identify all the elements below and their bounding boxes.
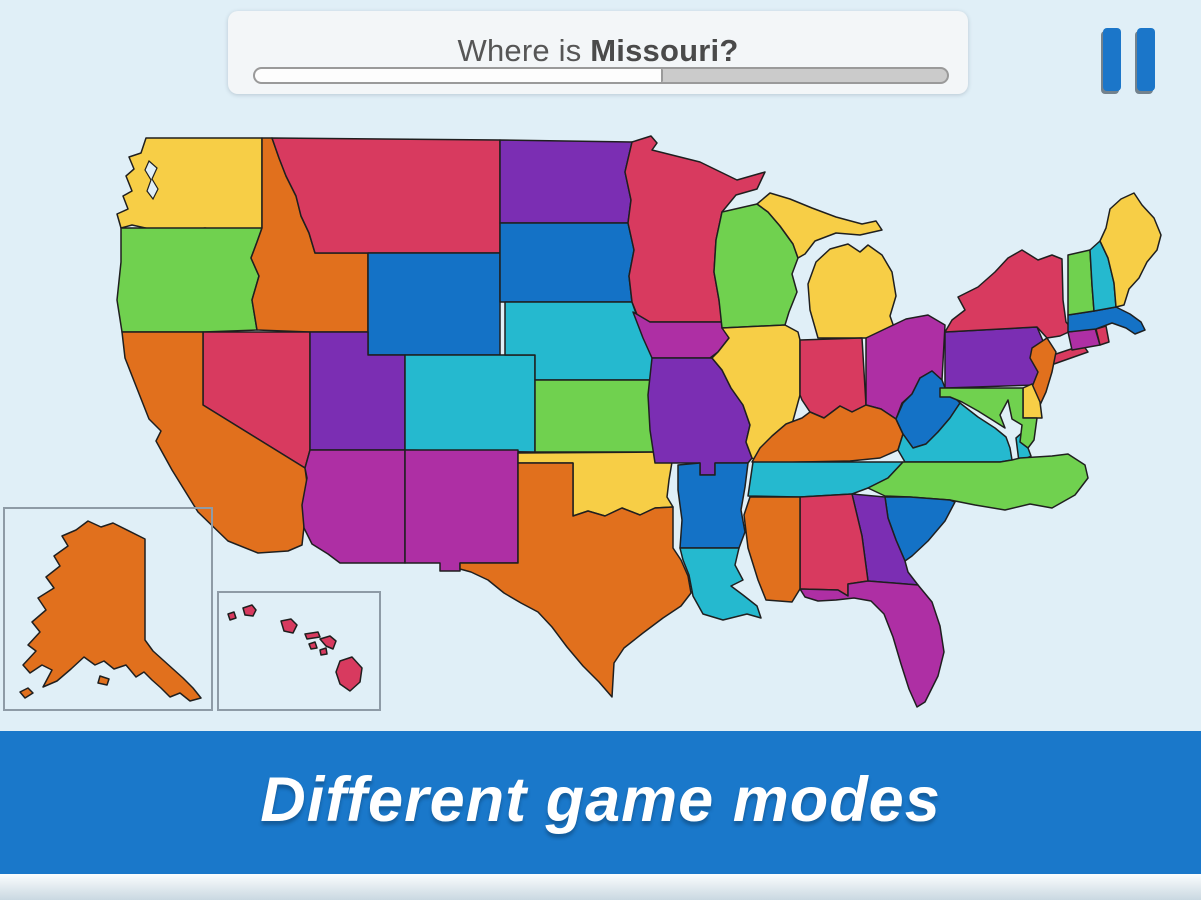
state-florida[interactable]	[799, 580, 945, 708]
question-card: Where is Missouri?	[228, 11, 968, 94]
state-mississippi[interactable]	[743, 496, 801, 603]
state-kentucky[interactable]	[751, 404, 904, 464]
state-maryland[interactable]	[939, 387, 1038, 449]
state-north-carolina[interactable]	[867, 453, 1089, 511]
state-hawaii-kahoolawe[interactable]	[319, 647, 328, 656]
footer-strip	[0, 874, 1201, 900]
state-hawaii-lanai[interactable]	[308, 641, 318, 650]
question-text: Where is Missouri?	[228, 33, 968, 69]
question-progress-fill	[255, 69, 664, 82]
puget-sound	[144, 160, 159, 201]
state-michigan[interactable]	[807, 243, 897, 339]
pause-button[interactable]	[1103, 28, 1155, 91]
question-prefix: Where is	[457, 33, 591, 68]
state-michigan-upper[interactable]	[756, 192, 883, 259]
state-new-mexico[interactable]	[404, 449, 519, 572]
state-hawaii-oahu[interactable]	[280, 618, 298, 634]
state-texas[interactable]	[459, 462, 692, 698]
state-arizona[interactable]	[301, 449, 406, 564]
state-north-dakota[interactable]	[499, 139, 633, 224]
state-wyoming[interactable]	[367, 252, 501, 356]
state-alaska[interactable]	[22, 520, 202, 702]
state-oregon[interactable]	[116, 227, 263, 333]
state-new-jersey[interactable]	[1029, 337, 1057, 406]
promo-banner-text: Different game modes	[260, 764, 941, 835]
state-washington[interactable]	[116, 137, 263, 234]
state-hawaii-niihau[interactable]	[227, 611, 237, 621]
alaska-island	[97, 675, 110, 686]
state-new-york[interactable]	[944, 249, 1074, 339]
state-indiana[interactable]	[799, 337, 867, 419]
state-illinois[interactable]	[711, 324, 801, 463]
state-hawaii-big-island[interactable]	[335, 656, 363, 692]
state-hawaii-maui[interactable]	[319, 635, 337, 650]
state-california[interactable]	[121, 331, 309, 554]
state-hawaii-molokai[interactable]	[304, 631, 321, 640]
question-subject: Missouri?	[590, 33, 739, 68]
promo-banner: Different game modes	[0, 731, 1201, 874]
state-arkansas[interactable]	[677, 462, 749, 549]
state-kansas[interactable]	[534, 379, 667, 453]
hawaii-inset-box	[217, 591, 381, 711]
state-south-dakota[interactable]	[499, 222, 635, 303]
pause-icon	[1103, 28, 1121, 91]
state-pennsylvania[interactable]	[944, 326, 1044, 389]
pause-icon	[1137, 28, 1155, 91]
state-maine[interactable]	[1099, 192, 1162, 308]
state-colorado[interactable]	[404, 354, 536, 453]
state-hawaii-kauai[interactable]	[242, 604, 257, 617]
alaska-island	[19, 687, 34, 699]
state-louisiana[interactable]	[679, 547, 762, 621]
question-progress-bar	[253, 67, 949, 84]
alaska-inset-box	[3, 507, 213, 711]
